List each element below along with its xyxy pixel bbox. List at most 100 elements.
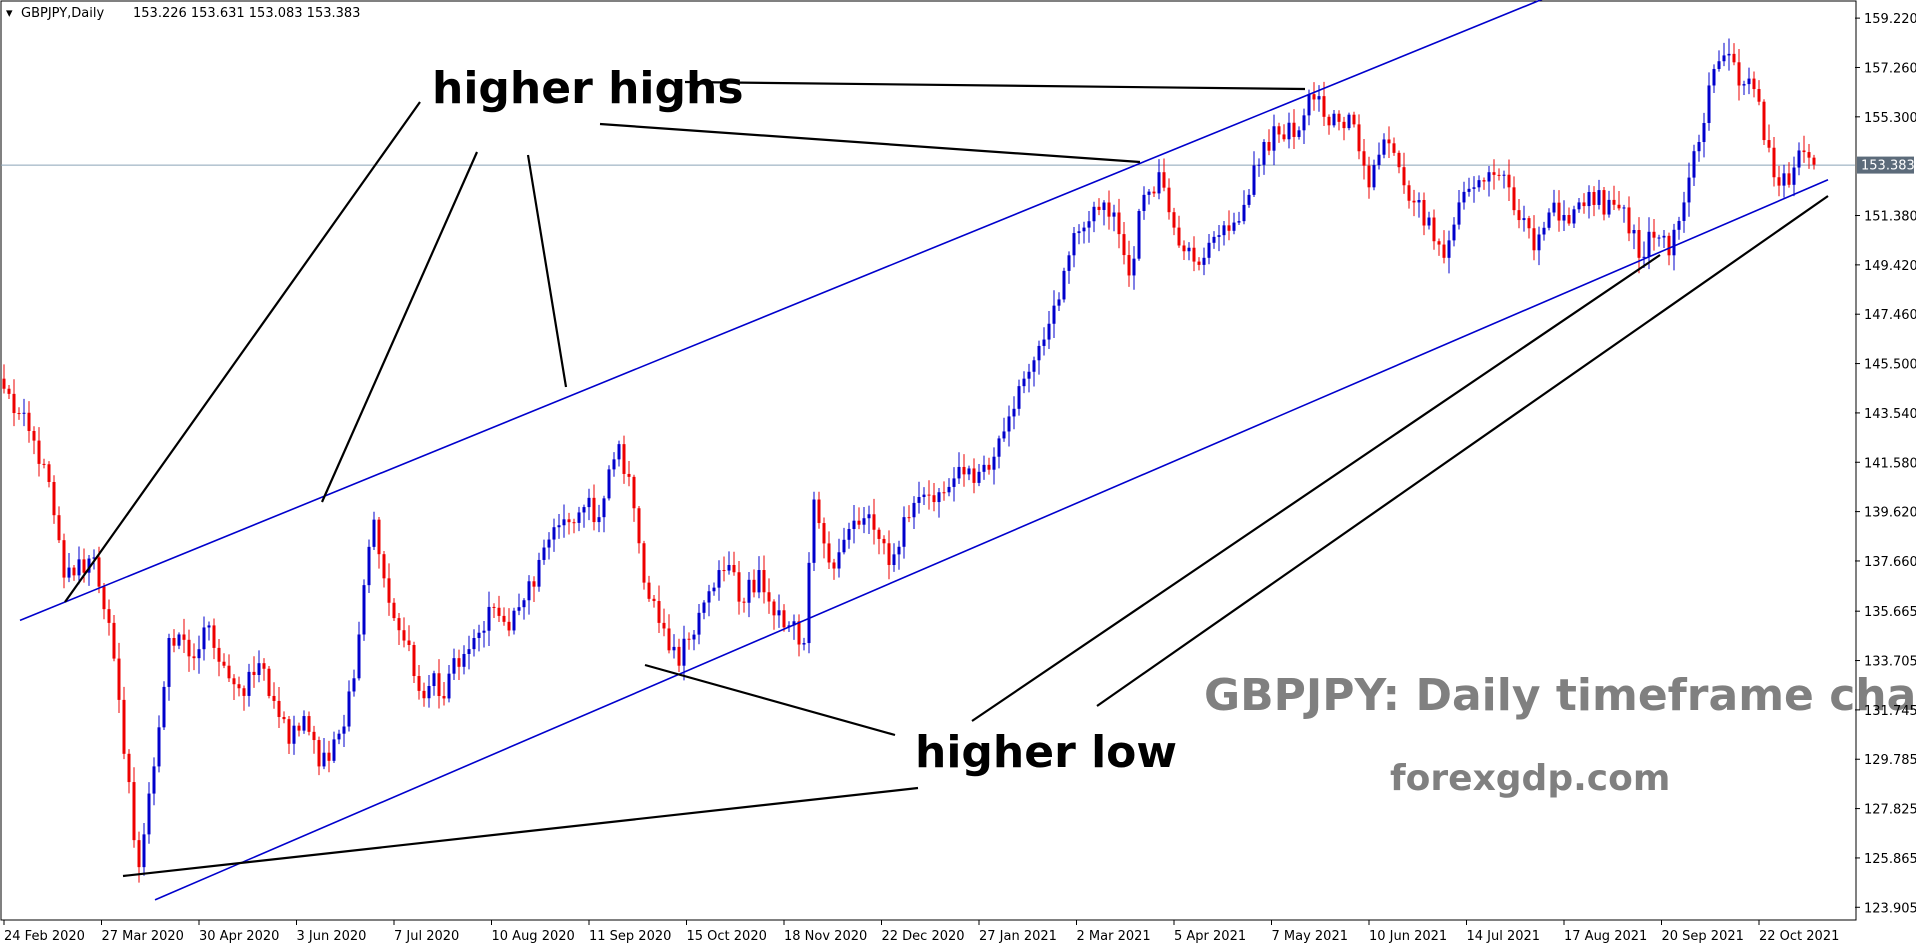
candle-body <box>1662 235 1666 238</box>
candle-body <box>377 519 381 555</box>
x-tick-label: 7 Jul 2020 <box>394 929 459 944</box>
candle-body <box>1387 139 1391 144</box>
candle-body <box>647 582 651 599</box>
x-tick-label: 14 Jul 2021 <box>1467 929 1541 944</box>
y-tick-label: 123.905 <box>1864 901 1916 916</box>
candle-body <box>1417 199 1421 203</box>
x-tick-label: 24 Feb 2020 <box>4 929 85 944</box>
candle-body <box>572 522 576 524</box>
candle-body <box>1757 89 1761 102</box>
y-tick-label: 143.540 <box>1864 407 1916 422</box>
candle-body <box>887 543 891 565</box>
last-price-badge: 153.383 <box>1857 156 1915 174</box>
candle-body <box>562 519 566 526</box>
candle-body <box>1027 371 1031 379</box>
candle-body <box>767 592 771 602</box>
candle-body <box>1187 247 1191 252</box>
candle-body <box>1217 235 1221 237</box>
candle-body <box>1077 231 1081 234</box>
candle-body <box>12 393 16 414</box>
candle-body <box>522 600 526 608</box>
candle-body <box>372 519 376 547</box>
candle-body <box>467 649 471 654</box>
candle-body <box>912 502 916 518</box>
candle-body <box>882 538 886 544</box>
candle-body <box>57 515 61 541</box>
candle-body <box>252 671 256 675</box>
candle-body <box>1487 172 1491 182</box>
candle-body <box>1672 229 1676 256</box>
x-tick-label: 11 Sep 2020 <box>589 929 671 944</box>
candle-body <box>27 412 31 431</box>
candle-body <box>1172 212 1176 228</box>
candle-body <box>237 684 241 689</box>
candle-body <box>1232 222 1236 231</box>
candle-body <box>837 552 841 569</box>
candle-body <box>1277 126 1281 135</box>
candle-body <box>917 497 921 503</box>
candle-body <box>197 649 201 659</box>
x-tick-label: 18 Nov 2020 <box>784 929 867 944</box>
candle-body <box>1747 78 1751 85</box>
candle-body <box>442 696 446 699</box>
candle-body <box>1407 185 1411 201</box>
candle-body <box>597 517 601 523</box>
candle-body <box>1497 174 1501 176</box>
candle-body <box>1087 221 1091 228</box>
watermark-title: GBPJPY: Daily timeframe chart <box>1204 670 1916 721</box>
candle-body <box>1272 126 1276 151</box>
candle-body <box>1797 150 1801 168</box>
x-tick-label: 17 Aug 2021 <box>1564 929 1647 944</box>
candle-body <box>877 529 881 539</box>
candle-body <box>1362 151 1366 166</box>
candle-body <box>777 610 781 616</box>
candle-body <box>967 468 971 475</box>
candle-body <box>1437 241 1441 245</box>
candle-body <box>1422 199 1426 226</box>
x-tick-label: 22 Dec 2020 <box>882 929 965 944</box>
candle-body <box>532 581 536 587</box>
candle-body <box>1792 167 1796 185</box>
x-axis: 24 Feb 2020 27 Mar 2020 30 Apr 2020 3 Jun 2… <box>3 920 1839 944</box>
candle-body <box>117 658 121 700</box>
candle-body <box>487 606 491 631</box>
y-axis: 159.220 157.260 155.300 151.380 149.420 147.4… <box>1855 12 1916 916</box>
candle-body <box>342 726 346 734</box>
candle-body <box>812 499 816 563</box>
candle-body <box>702 602 706 613</box>
candle-body <box>167 638 171 687</box>
candle-body <box>1037 345 1041 361</box>
candle-body <box>1262 141 1266 165</box>
candle-body <box>797 621 801 645</box>
candle-body <box>677 646 681 666</box>
candle-body <box>257 663 261 675</box>
candle-body <box>1012 408 1016 417</box>
candle-body <box>362 585 366 635</box>
candle-body <box>1117 212 1121 235</box>
candle-body <box>1107 202 1111 217</box>
candle-body <box>447 673 451 699</box>
candle-body <box>227 665 231 679</box>
candle-body <box>1282 134 1286 140</box>
candle-body <box>462 653 466 667</box>
candle-body <box>207 625 211 628</box>
candle-body <box>32 430 36 441</box>
candle-body <box>1122 234 1126 256</box>
candle-body <box>1157 172 1161 194</box>
candle-body <box>957 466 961 479</box>
candle-body <box>302 716 306 731</box>
y-tick-label: 141.580 <box>1864 456 1916 471</box>
candle-body <box>1777 177 1781 186</box>
candle-body <box>1727 53 1731 56</box>
candle-body <box>987 464 991 470</box>
candle-body <box>397 618 401 631</box>
candle-body <box>637 508 641 544</box>
candle-body <box>1202 257 1206 265</box>
candle-body <box>942 492 946 494</box>
candle-body <box>422 690 426 699</box>
candle-body <box>582 507 586 513</box>
candle-body <box>1302 115 1306 131</box>
candle-body <box>1602 190 1606 215</box>
channel-trendline <box>19 0 1543 622</box>
y-tick-label: 151.380 <box>1864 210 1916 225</box>
